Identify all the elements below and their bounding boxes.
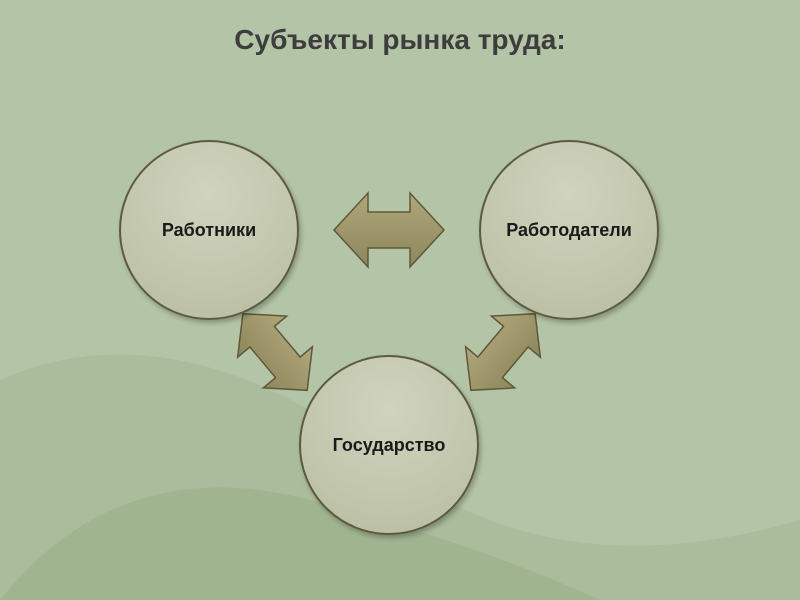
- arrow-workers-employers: [330, 171, 448, 289]
- node-label-employers: Работодатели: [500, 220, 638, 241]
- node-employers: Работодатели: [479, 140, 659, 320]
- slide-title: Субъекты рынка труда:: [0, 24, 800, 56]
- node-workers: Работники: [119, 140, 299, 320]
- node-label-workers: Работники: [156, 220, 262, 241]
- node-state: Государство: [299, 355, 479, 535]
- node-label-state: Государство: [327, 435, 452, 456]
